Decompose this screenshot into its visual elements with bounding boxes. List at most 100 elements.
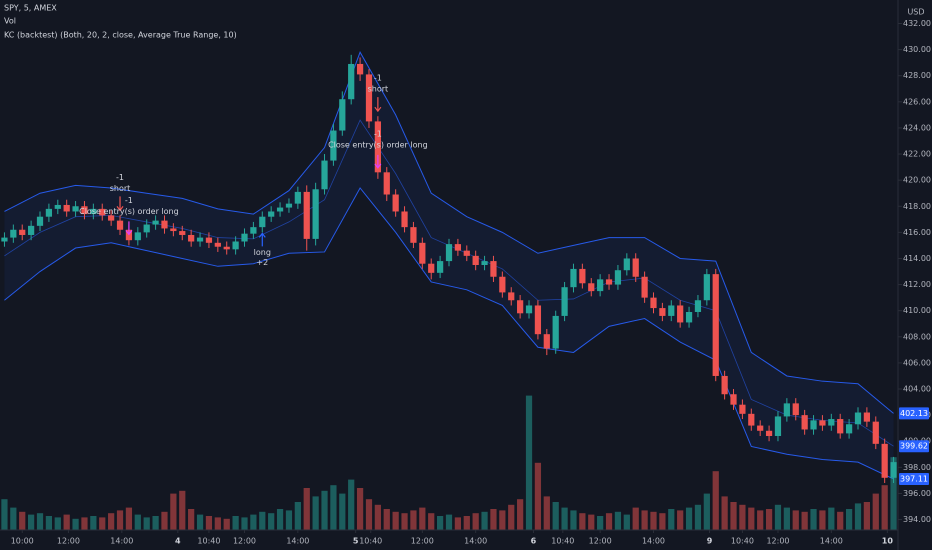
signal-label: long [254,248,271,257]
candle-body [499,276,506,293]
candle-body [765,430,773,437]
y-tick-label: 412.00 [903,280,931,289]
candle-body [28,225,35,235]
exit-qty: -1 [125,196,133,205]
volume-bar [694,504,702,530]
candle-body [428,263,435,273]
volume-bar [854,503,862,530]
price-label-box [899,407,929,420]
y-tick-label: 394.00 [903,515,931,524]
candle-body [223,246,230,250]
candle-body [348,63,355,100]
volume-bar [614,511,622,530]
x-tick-label: 10:40 [359,537,382,546]
y-tick-label: 398.00 [903,463,931,472]
candle-body [837,419,844,434]
candle-body [72,206,79,212]
volume-bar [499,510,506,530]
candle-body [143,224,150,233]
x-tick-label: 10:40 [197,537,220,546]
candle-body [748,413,755,426]
candle-body [561,287,568,316]
volume-bar [739,504,746,530]
volume-bar [428,513,435,530]
volume-bar [410,510,417,530]
candle-body [205,237,213,243]
volume-bar [10,507,17,530]
volume-bar [312,496,319,530]
volume-bar [863,502,870,530]
signal-arrow [374,97,382,113]
volume-bar [685,507,693,530]
volume-bar [890,457,897,530]
volume-bar [63,514,70,530]
volume-bar [45,516,53,530]
candle-body [410,227,417,243]
x-tick-label: 9 [707,537,713,546]
volume-bar [845,509,853,530]
x-tick-label: 4 [175,537,181,546]
band-lower [4,187,894,480]
volume-bar [419,507,426,530]
candle-body [472,255,479,265]
y-tick-label: 396.00 [903,489,931,498]
band-upper [4,51,894,414]
volume-bar [241,517,248,530]
candle-body [854,412,862,425]
volume-bar [525,395,533,530]
volume-bar [454,517,462,530]
volume-bar [774,504,782,530]
plot-area: -1 short long+2 -1 short -1 Close entry(s) ord… [1,51,897,530]
volume-bar [392,511,399,530]
price-label-box [899,472,929,485]
x-tick-label: 10:40 [551,537,574,546]
volume-bar [294,502,301,530]
y-tick-label: 414.00 [903,254,931,263]
volume-bar [330,485,337,530]
candle-body [694,300,702,312]
volume-bar [188,509,195,530]
volume-bar [99,517,106,530]
currency-label: USD [907,8,924,17]
candle-body [303,191,310,239]
candle-body [321,160,328,190]
candle-body [810,420,817,430]
candle-body [801,415,808,430]
y-tick-label: 426.00 [903,97,931,106]
candle-body [436,261,444,273]
volume-bar [463,516,470,530]
candle-body [45,208,53,217]
volume-bar [436,516,444,530]
volume-bar [303,488,310,530]
volume-bar [161,511,168,530]
candle-body [703,274,710,301]
candle-body [356,63,364,75]
candle-body [517,300,524,314]
candle-body [685,311,693,323]
signal-qty: -1 [374,74,382,83]
price-label: 397.11 [900,474,928,483]
y-tick-label: 406.00 [903,358,931,367]
x-tick-label: 14:00 [820,537,843,546]
candle-body [454,244,462,251]
x-tick-label: 12:00 [766,537,789,546]
candle-body [188,234,195,242]
candle-body [170,228,177,232]
exit-arrow [125,221,133,236]
y-tick-label: 422.00 [903,150,931,159]
y-tick-label: 418.00 [903,202,931,211]
candle-body [383,172,390,195]
volume-bar [19,511,26,530]
candle-body [196,237,204,242]
candle-body [845,424,853,434]
candle-body [99,208,106,216]
x-tick-label: 10:00 [11,537,34,546]
candle-body [232,241,239,250]
candle-body [739,404,746,414]
volume-bar [232,516,239,530]
volume-bar [579,513,586,530]
candle-body [374,121,381,173]
y-tick-label: 416.00 [903,228,931,237]
